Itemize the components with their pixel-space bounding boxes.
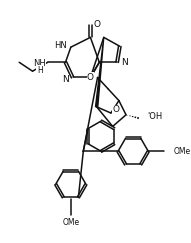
Text: HN: HN bbox=[54, 41, 67, 50]
Text: 'OH: 'OH bbox=[147, 112, 163, 121]
Text: O: O bbox=[87, 73, 94, 82]
Text: O: O bbox=[113, 105, 120, 114]
Text: H: H bbox=[37, 66, 43, 75]
Text: O: O bbox=[94, 20, 101, 29]
Polygon shape bbox=[96, 37, 104, 107]
Text: OMe: OMe bbox=[173, 147, 190, 156]
Text: N: N bbox=[62, 75, 69, 84]
Text: NH: NH bbox=[33, 59, 46, 68]
Text: N: N bbox=[121, 58, 127, 67]
Text: OMe: OMe bbox=[62, 218, 79, 227]
